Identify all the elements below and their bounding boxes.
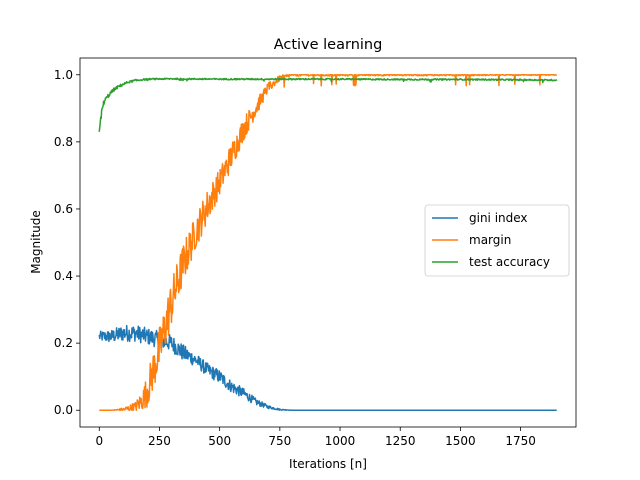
x-tick-label: 0 (95, 434, 103, 448)
legend-label: margin (469, 233, 511, 247)
x-tick-label: 250 (148, 434, 171, 448)
legend-box (424, 204, 570, 277)
chart-title: Active learning (274, 37, 383, 53)
legend-label: gini index (469, 211, 528, 225)
legend-label: test accuracy (469, 255, 550, 269)
legend: gini index margin test accuracy (424, 204, 570, 277)
x-tick-label: 500 (208, 434, 231, 448)
series-line-0 (98, 324, 558, 411)
series-line-2 (98, 77, 558, 132)
y-tick-label: 0.2 (54, 336, 73, 350)
x-tick-label: 1250 (385, 434, 416, 448)
series-line-1 (98, 74, 558, 411)
x-tick-label: 1000 (325, 434, 356, 448)
x-tick-label: 750 (268, 434, 291, 448)
y-axis-label: Magnitude (29, 210, 43, 274)
y-tick-label: 0.8 (54, 135, 73, 149)
y-tick-label: 1.0 (54, 68, 73, 82)
y-tick-label: 0.6 (54, 202, 73, 216)
y-axis-ticks: 0.0 0.2 0.4 0.6 0.8 1.0 (54, 68, 80, 417)
y-tick-label: 0.0 (54, 403, 73, 417)
series-layer (98, 74, 558, 411)
x-tick-label: 1500 (445, 434, 476, 448)
x-axis-ticks: 0 250 500 750 1000 1250 1500 1750 (95, 427, 536, 448)
plot-frame (79, 57, 577, 428)
x-tick-label: 1750 (505, 434, 536, 448)
y-tick-label: 0.4 (54, 269, 73, 283)
x-axis-label: Iterations [n] (289, 457, 367, 471)
